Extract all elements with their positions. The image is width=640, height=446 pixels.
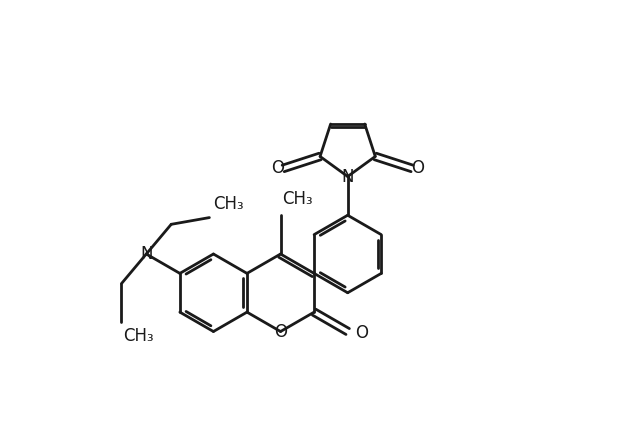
Text: O: O [355, 324, 369, 343]
Text: CH₃: CH₃ [282, 190, 313, 208]
Text: O: O [271, 159, 284, 178]
Text: CH₃: CH₃ [124, 327, 154, 345]
Text: CH₃: CH₃ [213, 195, 244, 213]
Text: N: N [341, 169, 354, 186]
Text: N: N [140, 245, 152, 263]
Text: O: O [412, 159, 424, 178]
Text: O: O [274, 323, 287, 342]
